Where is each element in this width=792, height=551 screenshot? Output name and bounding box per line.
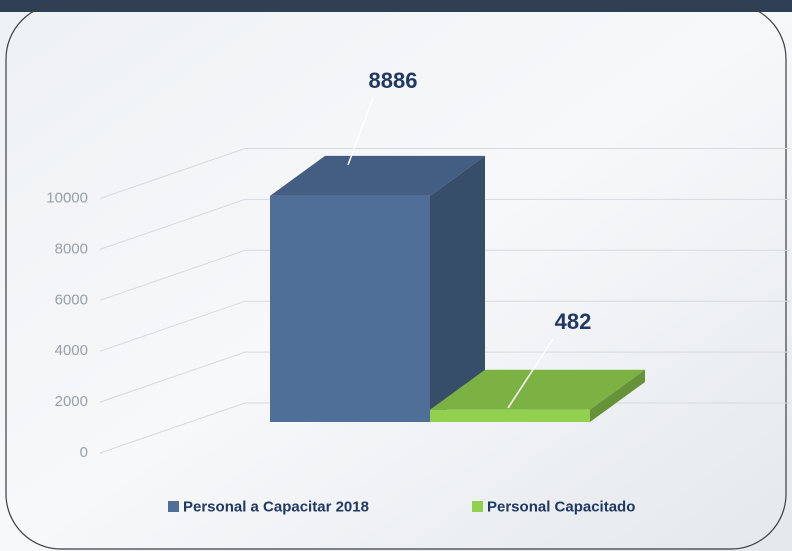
legend-label: Personal Capacitado [487,498,635,515]
legend-swatch [472,501,483,512]
y-tick-label: 8000 [55,240,88,257]
grid-line [99,148,790,199]
y-tick-label: 4000 [55,342,88,359]
legend-label: Personal a Capacitar 2018 [183,498,369,515]
bar [270,195,430,422]
value-label: 8886 [369,68,418,93]
bar [430,409,590,422]
bar-side [430,155,485,423]
grid-line [99,351,790,403]
bar-top [430,369,645,410]
legend-swatch [168,501,179,512]
y-tick-label: 2000 [55,393,88,410]
bar-top [270,155,485,196]
y-tick-label: 0 [80,444,88,461]
panel-border [5,3,787,550]
leader-line [507,338,554,409]
leader-line [347,97,374,166]
top-strip [0,0,792,12]
grid-line [99,198,790,250]
y-tick-label: 6000 [55,291,88,308]
bar-side [590,369,645,422]
value-label: 482 [555,309,592,334]
grid-line [99,300,790,352]
y-tick-label: 10000 [46,189,88,206]
grid-line [99,249,790,301]
